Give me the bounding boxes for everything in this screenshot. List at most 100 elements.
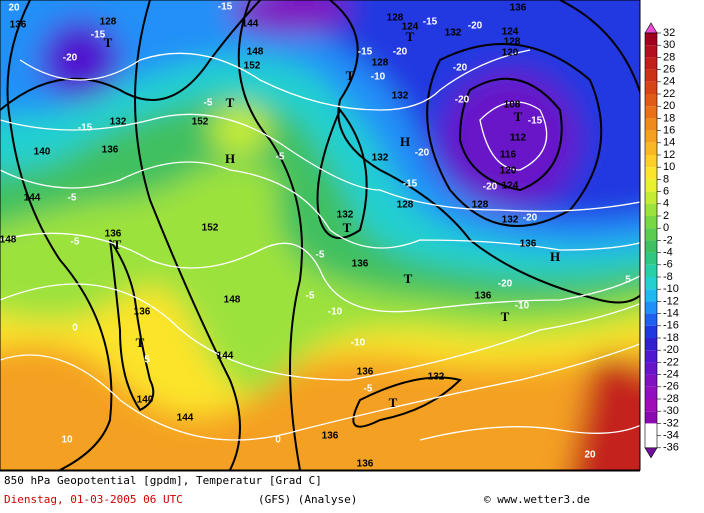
contour-label: 128 xyxy=(397,200,414,211)
colorbar-segment xyxy=(645,399,657,412)
colorbar-tick-label: -30 xyxy=(663,405,679,417)
contour-label: 0 xyxy=(275,435,281,446)
contour-label: 136 xyxy=(475,291,492,302)
contour-label: -20 xyxy=(523,213,538,224)
contour-label: 124 xyxy=(402,22,419,33)
colorbar-segment xyxy=(645,325,657,338)
pressure-center: T xyxy=(389,395,398,410)
colorbar-segment xyxy=(645,313,657,326)
contour-label: 112 xyxy=(510,133,527,144)
contour-label: 124 xyxy=(502,27,519,38)
contour-label: -10 xyxy=(515,301,530,312)
colorbar-segment xyxy=(645,57,657,70)
pressure-center: T xyxy=(226,95,235,110)
colorbar-tick-label: -2 xyxy=(663,234,673,246)
contour-label: -20 xyxy=(393,47,408,58)
contour-label: -15 xyxy=(528,116,543,127)
colorbar-tick-label: -18 xyxy=(663,332,679,344)
contour-label: -20 xyxy=(498,279,513,290)
colorbar-segment xyxy=(645,130,657,143)
contour-label: 136 xyxy=(510,3,527,14)
contour-label: -5 xyxy=(276,152,285,163)
colorbar-segment xyxy=(645,240,657,253)
contour-label: -20 xyxy=(415,148,430,159)
colorbar-segment xyxy=(645,338,657,351)
contour-label: 136 xyxy=(134,307,151,318)
colorbar-tick-label: -12 xyxy=(663,295,679,307)
contour-label: 136 xyxy=(102,145,119,156)
colorbar-tick-label: 22 xyxy=(663,88,675,100)
contour-label: 136 xyxy=(357,459,374,470)
contour-label: -20 xyxy=(453,63,468,74)
colorbar-tick-label: -36 xyxy=(663,442,679,454)
pressure-center: H xyxy=(550,249,560,264)
contour-label: 132 xyxy=(445,28,462,39)
map-labels: 20 136 128 T -15 -20 -15 132 140 136 144 -5 -5 148 136… xyxy=(0,2,631,470)
colorbar-segment xyxy=(645,81,657,94)
contour-label: -10 xyxy=(328,307,343,318)
contour-label: 140 xyxy=(34,147,51,158)
pressure-center: T xyxy=(104,35,113,50)
contour-label: 144 xyxy=(242,19,259,30)
colorbar-tick-label: -6 xyxy=(663,259,673,271)
contour-label: 144 xyxy=(217,351,234,362)
colorbar-cap-bottom xyxy=(644,447,658,459)
contour-label: 120 xyxy=(500,166,517,177)
temperature-contours xyxy=(0,49,640,441)
pressure-center: T xyxy=(501,309,510,324)
colorbar-tick-label: 0 xyxy=(663,222,669,234)
contour-label: -20 xyxy=(483,182,498,193)
contour-label: 5 xyxy=(625,275,631,286)
colorbar-tick-label: 32 xyxy=(663,27,675,39)
contour-label: 136 xyxy=(520,239,537,250)
colorbar-segment xyxy=(645,264,657,277)
colorbar-tick-label: -4 xyxy=(663,247,673,259)
contour-label: 136 xyxy=(352,259,369,270)
pressure-center: T xyxy=(136,335,145,350)
colorbar-tick-label: 16 xyxy=(663,125,675,137)
footer-title: 850 hPa Geopotential [gpdm], Temperatur … xyxy=(4,474,322,487)
footer-credit: © www.wetter3.de xyxy=(484,493,590,506)
pressure-center: H xyxy=(400,134,410,149)
colorbar-segment xyxy=(645,386,657,399)
contour-label: -5 xyxy=(71,237,80,248)
contour-label: -15 xyxy=(218,2,233,13)
colorbar-segment xyxy=(645,289,657,302)
contour-label: 140 xyxy=(137,395,154,406)
contour-label: 136 xyxy=(357,367,374,378)
colorbar-segment xyxy=(645,216,657,229)
contour-label: 136 xyxy=(322,431,339,442)
colorbar-segment xyxy=(645,252,657,265)
contour-label: 148 xyxy=(0,235,17,246)
contour-label: 20 xyxy=(8,3,20,14)
colorbar-tick-label: 12 xyxy=(663,149,675,161)
contour-label: 136 xyxy=(105,229,122,240)
contour-label: 148 xyxy=(224,295,241,306)
contour-label: 132 xyxy=(502,215,519,226)
contour-label: 148 xyxy=(247,47,264,58)
contour-label: -5 xyxy=(316,250,325,261)
pressure-center: T xyxy=(346,68,355,83)
colorbar-tick-label: 24 xyxy=(663,76,675,88)
colorbar-tick-label: 10 xyxy=(663,161,675,173)
contour-label: 108 xyxy=(504,100,521,111)
pressure-center: T xyxy=(406,29,415,44)
contour-label: 120 xyxy=(502,48,519,59)
contour-label: 136 xyxy=(10,20,27,31)
contour-label: 5 xyxy=(144,355,150,366)
pressure-center: T xyxy=(514,109,523,124)
colorbar-tick-label: 30 xyxy=(663,39,675,51)
contour-label: 152 xyxy=(192,117,209,128)
colorbar: 32302826242220181614121086420-2-4-6-8-10… xyxy=(644,22,679,459)
colorbar-segment xyxy=(645,106,657,119)
colorbar-segment xyxy=(645,142,657,155)
footer-date: Dienstag, 01-03-2005 06 UTC xyxy=(4,493,183,506)
contour-label: -20 xyxy=(455,95,470,106)
contour-label: 144 xyxy=(177,413,194,424)
colorbar-tick-label: 14 xyxy=(663,137,675,149)
contour-label: -20 xyxy=(468,21,483,32)
contour-label: 132 xyxy=(337,210,354,221)
